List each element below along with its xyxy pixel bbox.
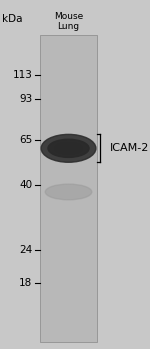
Text: kDa: kDa xyxy=(3,14,23,24)
Text: 40: 40 xyxy=(19,180,32,190)
Text: Mouse
Lung: Mouse Lung xyxy=(54,12,83,31)
Ellipse shape xyxy=(48,139,89,157)
Text: 113: 113 xyxy=(12,70,32,80)
Ellipse shape xyxy=(45,184,92,200)
Text: 24: 24 xyxy=(19,245,32,254)
Ellipse shape xyxy=(55,143,82,154)
Text: ICAM-2: ICAM-2 xyxy=(110,143,149,153)
Text: 65: 65 xyxy=(19,135,32,144)
Ellipse shape xyxy=(41,134,96,162)
Text: 18: 18 xyxy=(19,278,32,288)
Text: 93: 93 xyxy=(19,95,32,104)
FancyBboxPatch shape xyxy=(40,35,97,342)
